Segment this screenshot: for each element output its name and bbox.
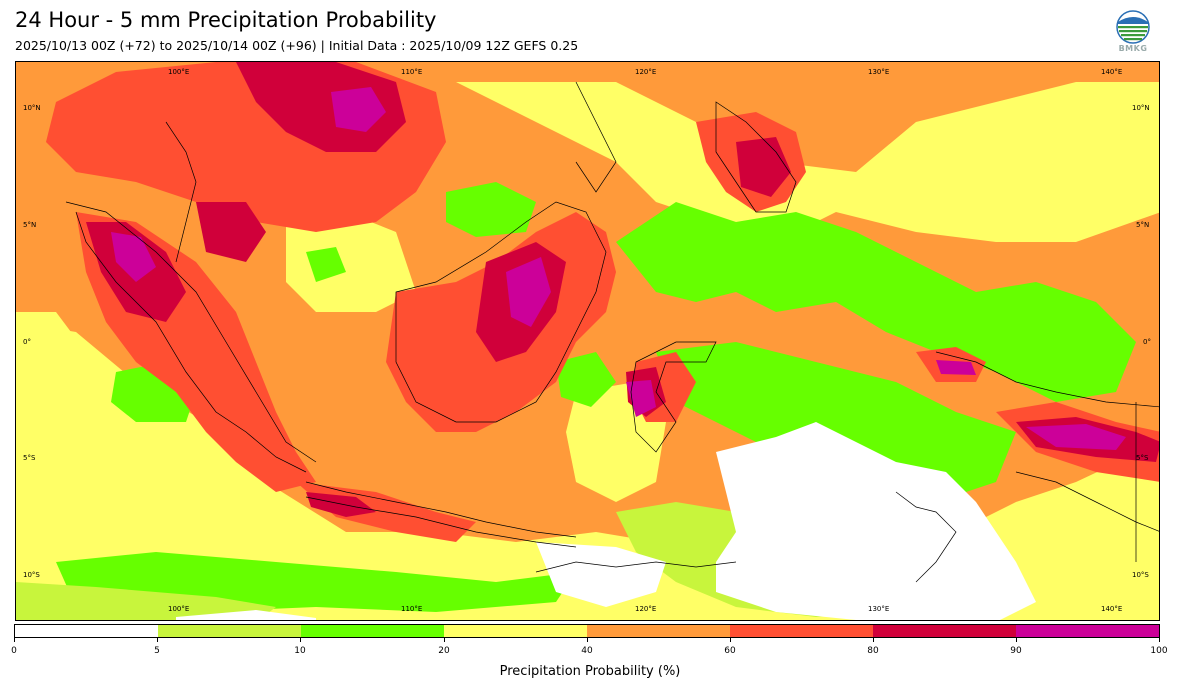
- precipitation-map[interactable]: 100°E 110°E 120°E 130°E 140°E 100°E 110°…: [15, 61, 1160, 621]
- lat-label-right: 0°: [1143, 338, 1151, 346]
- lat-label-left: 0°: [23, 338, 31, 346]
- colorbar-tick: [300, 638, 301, 642]
- colorbar-tick-label: 90: [1010, 646, 1022, 656]
- colorbar-tick: [1016, 638, 1017, 642]
- lat-label-left: 10°S: [23, 571, 40, 579]
- lon-label-bottom: 100°E: [168, 605, 190, 613]
- colorbar-tick: [14, 638, 15, 642]
- colorbar-segment: [15, 625, 158, 637]
- colorbar-segment: [587, 625, 730, 637]
- lon-label-bottom: 120°E: [635, 605, 657, 613]
- lat-label-left: 5°S: [23, 454, 36, 462]
- colorbar-tick: [730, 638, 731, 642]
- lon-label-bottom: 130°E: [868, 605, 890, 613]
- lat-label-left: 5°N: [23, 221, 37, 229]
- lon-label-top: 120°E: [635, 68, 657, 76]
- colorbar-tick: [444, 638, 445, 642]
- lat-label-left: 10°N: [23, 104, 41, 112]
- bmkg-logo: BMKG: [1112, 10, 1154, 56]
- colorbar-segment: [730, 625, 873, 637]
- lat-label-right: 10°N: [1132, 104, 1150, 112]
- colorbar-tick: [157, 638, 158, 642]
- chart-title: 24 Hour - 5 mm Precipitation Probability: [15, 8, 437, 32]
- colorbar-title: Precipitation Probability (%): [499, 664, 681, 679]
- colorbar-tick-label: 10: [294, 646, 306, 656]
- field-10-20: [616, 202, 1136, 402]
- lon-label-bottom: 140°E: [1101, 605, 1123, 613]
- colorbar-tick-label: 100: [1150, 646, 1168, 656]
- colorbar-tick-label: 5: [154, 646, 160, 656]
- colorbar-tick-label: 20: [438, 646, 450, 656]
- colorbar-segment: [444, 625, 587, 637]
- lat-label-right: 5°N: [1136, 221, 1150, 229]
- logo-text: BMKG: [1118, 44, 1148, 53]
- lat-label-right: 5°S: [1136, 454, 1149, 462]
- lon-label-top: 130°E: [868, 68, 890, 76]
- field-0-5: [716, 422, 1036, 620]
- lon-label-top: 100°E: [168, 68, 190, 76]
- colorbar-segment: [301, 625, 444, 637]
- colorbar: [14, 624, 1160, 638]
- colorbar-tick: [1159, 638, 1160, 642]
- field-90-100: [331, 87, 386, 132]
- lon-label-bottom: 110°E: [401, 605, 423, 613]
- colorbar-segment: [873, 625, 1016, 637]
- colorbar-segment: [1016, 625, 1159, 637]
- chart-subtitle: 2025/10/13 00Z (+72) to 2025/10/14 00Z (…: [15, 38, 579, 53]
- colorbar-tick: [873, 638, 874, 642]
- colorbar-tick-label: 40: [581, 646, 593, 656]
- colorbar-segment: [158, 625, 301, 637]
- colorbar-tick: [587, 638, 588, 642]
- colorbar-tick-label: 80: [867, 646, 879, 656]
- colorbar-tick-label: 60: [724, 646, 736, 656]
- lon-label-top: 110°E: [401, 68, 423, 76]
- colorbar-tick-label: 0: [11, 646, 17, 656]
- lat-label-right: 10°S: [1132, 571, 1149, 579]
- probability-field: [16, 62, 1159, 620]
- coastlines: [65, 81, 1159, 583]
- lon-label-top: 140°E: [1101, 68, 1123, 76]
